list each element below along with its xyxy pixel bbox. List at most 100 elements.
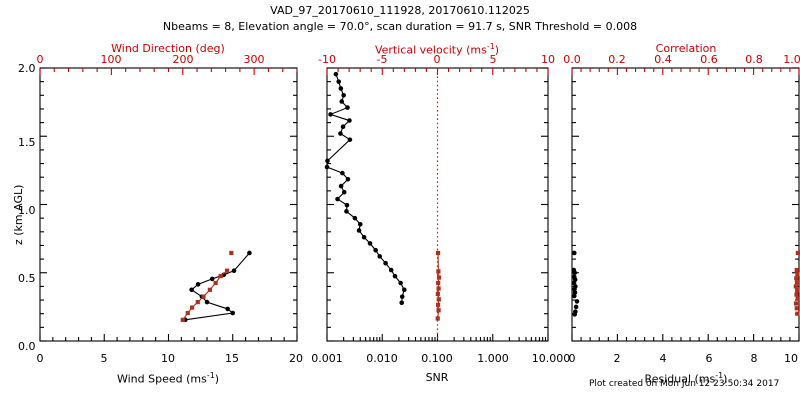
panel-snr-data-point	[324, 164, 330, 170]
panel-residual-data-point	[793, 284, 798, 289]
panel-residual-data-point	[793, 301, 799, 306]
panel-residual-data-point	[795, 250, 800, 256]
panel-snr-data-point	[340, 170, 345, 176]
panel-wind-top-axis-label: Wind Direction (deg)	[111, 42, 225, 55]
panel-residual-data-point	[571, 293, 577, 299]
panel-snr-data-point	[399, 294, 405, 299]
panel-snr-top-tick-4: 10	[541, 53, 555, 66]
panel-snr-data-point	[435, 302, 441, 307]
panel-snr-data-point	[347, 118, 352, 123]
panel-snr-data-point	[345, 105, 350, 110]
panel-wind-bottom-tick-4: 20	[289, 352, 303, 365]
panel-snr-bottom-tick-1: 0.010	[366, 352, 398, 365]
y-tick-label-4: 2.0	[18, 62, 36, 75]
panel-snr-data-point	[344, 202, 350, 208]
panel-wind-data-point	[185, 310, 190, 316]
panel-snr-top-tick-3: 5	[489, 53, 497, 66]
panel-wind-data-point	[189, 305, 195, 310]
panel-wind-data-point	[225, 306, 230, 312]
panel-snr-data-point	[436, 308, 441, 313]
panel-snr-data-point	[356, 228, 362, 233]
panel-wind-data-point	[204, 299, 210, 305]
panel-wind-data-point	[224, 268, 230, 273]
panel-snr-top-axis-label: Vertical velocity (ms-1)	[374, 42, 500, 57]
panel-residual-bottom-tick-2: 4	[659, 352, 667, 365]
panel-snr-data-point	[340, 124, 346, 129]
panel-snr-bottom-tick-4: 10.000	[531, 352, 571, 365]
panel-snr-data-point	[373, 247, 378, 253]
panel-snr-data-point	[336, 79, 342, 84]
panel-residual-data-point	[794, 306, 799, 311]
panel-snr-data-point	[352, 215, 358, 221]
panel-snr-data-point	[333, 71, 339, 77]
panel-wind-data-point	[218, 274, 223, 279]
panel-snr-data-point	[435, 291, 440, 297]
panel-residual-bottom-tick-4: 8	[750, 352, 758, 365]
panel-snr-data-point	[435, 250, 441, 256]
panel-snr-bottom-tick-3: 1.000	[477, 352, 509, 365]
panel-snr-data-point	[345, 176, 351, 182]
panel-snr-series-line	[326, 73, 405, 303]
panel-snr-data-point	[328, 112, 333, 117]
page-subtitle: Nbeams = 8, Elevation angle = 70.0°, sca…	[162, 20, 638, 33]
panel-residual-data-point	[572, 270, 578, 276]
panel-snr-data-point	[435, 316, 440, 321]
panel-snr-data-point	[377, 254, 383, 259]
panel-residual-bottom-tick-5: 10	[784, 352, 798, 365]
panel-snr-top-tick-2: 0	[433, 53, 441, 66]
panel-snr-data-point	[357, 221, 363, 227]
panel-snr-top-tick-1: -5	[376, 53, 388, 66]
panel-snr-series-line	[437, 252, 440, 319]
panel-residual-frame	[571, 67, 800, 342]
panel-wind-data-point	[201, 294, 206, 299]
panel-residual-data-point	[572, 312, 578, 317]
y-tick-label-2: 1.0	[18, 204, 36, 217]
panel-snr-data-point	[347, 137, 353, 142]
panel-snr-data-point	[325, 158, 330, 164]
panel-snr-data-point	[399, 300, 405, 306]
panel-residual-data-point	[795, 296, 800, 301]
panel-snr-data-point	[367, 241, 373, 246]
panel-snr-data-point	[398, 280, 403, 286]
panel-snr-data-point	[341, 189, 347, 195]
panel-wind-data-point	[247, 250, 252, 256]
panel-snr-top-tick-0: -10	[318, 53, 336, 66]
panel-snr-data-point	[344, 209, 349, 214]
panel-wind-top-tick-3: 300	[243, 53, 265, 66]
panel-wind-data-point	[230, 310, 236, 316]
panel-snr-data-point	[436, 269, 441, 274]
panel-snr-data-point	[436, 297, 441, 302]
panel-snr-bottom-tick-2: 0.100	[421, 352, 453, 365]
panel-residual-data-point	[795, 272, 800, 277]
panel-residual-top-tick-0: 0.0	[563, 53, 581, 66]
panel-wind-top-tick-2: 200	[172, 53, 194, 66]
panel-wind-bottom-tick-3: 15	[225, 352, 239, 365]
panel-wind-bottom-tick-1: 5	[100, 352, 108, 365]
panel-snr-data-point	[388, 267, 394, 273]
panel-wind-data-point	[189, 287, 194, 293]
panel-residual-data-point	[571, 250, 577, 256]
panel-residual-top-tick-1: 0.2	[608, 53, 626, 66]
panel-residual-data-point	[572, 290, 578, 295]
panel-residual-data-point	[572, 286, 577, 292]
plot-created-footer: Plot created on Mon Jun 12 23:50:34 2017	[589, 379, 780, 389]
y-tick-label-1: 0.5	[18, 272, 36, 285]
panel-snr-data-point	[436, 280, 441, 286]
panel-wind-data-point	[231, 268, 237, 274]
panel-wind-data-point	[213, 280, 218, 286]
panel-residual-top-tick-4: 0.8	[745, 53, 763, 66]
panel-wind-data-point	[229, 250, 234, 256]
page-title: VAD_97_20170610_111928, 20170610.112025	[270, 4, 530, 17]
panel-wind-data-point	[207, 287, 213, 292]
panel-residual-data-point	[795, 288, 800, 293]
panel-residual-data-point	[794, 292, 799, 297]
panel-snr-data-point	[436, 275, 442, 280]
panel-wind-data-point	[195, 300, 200, 305]
panel-residual-data-point	[574, 299, 580, 304]
panel-residual-bottom-axis-label: Residual (ms-1)	[644, 371, 728, 386]
panel-wind-top-tick-0: 0	[36, 53, 44, 66]
panel-wind-bottom-tick-0: 0	[36, 352, 44, 365]
panel-snr-data-point	[338, 183, 344, 189]
panel-snr-data-point	[361, 234, 367, 240]
